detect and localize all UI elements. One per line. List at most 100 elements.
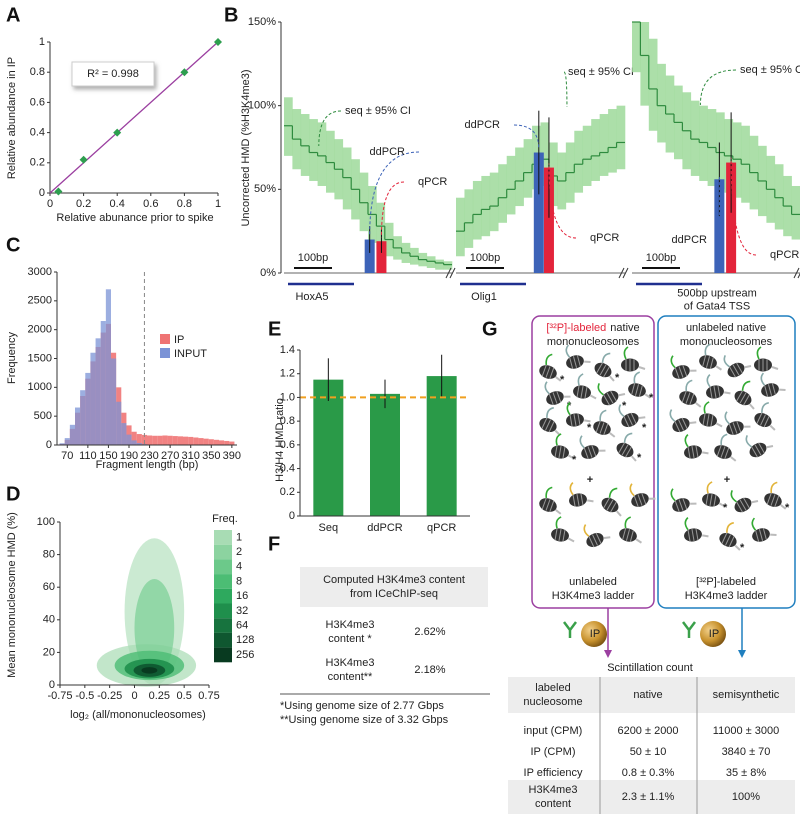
connector <box>548 163 577 239</box>
dna-end <box>555 509 562 515</box>
histone-tail <box>599 409 607 422</box>
dna-wrap <box>592 534 598 546</box>
semisynthetic-box <box>657 315 796 609</box>
colorbar-label: 256 <box>236 649 254 661</box>
dna-wrap <box>549 367 555 380</box>
antibody <box>563 621 577 638</box>
label-star: * <box>587 422 592 434</box>
dna-wrap <box>549 500 555 513</box>
colorbar-label: 1 <box>236 531 242 543</box>
ci-band <box>515 147 524 207</box>
ci-band <box>632 22 641 73</box>
bar <box>370 393 400 516</box>
ci-band <box>472 180 482 240</box>
bead <box>581 621 607 647</box>
histone-tail <box>618 404 625 417</box>
y-tick-label: 0.6 <box>280 439 295 451</box>
nucleosome <box>706 374 731 399</box>
nucleosome <box>670 355 697 380</box>
fit-line <box>49 41 219 194</box>
bead <box>700 621 726 647</box>
hist-bar <box>85 372 91 445</box>
colorbar-title: Freq. <box>212 513 238 525</box>
dna-end <box>649 497 656 500</box>
x-tick-label: 390 <box>223 450 241 462</box>
ci-band <box>443 261 453 270</box>
x-tick-label: 0.75 <box>198 690 219 702</box>
histone-tail <box>684 434 689 448</box>
ci-band <box>774 164 784 230</box>
dna-wrap <box>545 419 551 431</box>
hist-bar <box>219 440 225 445</box>
table-title: from ICeChIP-seq <box>350 588 438 600</box>
annotation-box <box>71 61 155 87</box>
x-tick-label: 0.4 <box>110 198 125 210</box>
plus: + <box>587 474 593 486</box>
colorbar-label: 8 <box>236 575 242 587</box>
dna-wrap <box>705 493 709 506</box>
x-tick-label: 70 <box>61 450 73 462</box>
x-tick-label: 0.2 <box>76 198 91 210</box>
label-star: * <box>642 422 647 434</box>
box-title-labeled: [³²P]-labeled <box>546 322 606 334</box>
ci-band <box>699 105 708 181</box>
y-tick-label: 2000 <box>28 324 52 336</box>
ci-band <box>498 164 507 223</box>
x-tick-label: -0.5 <box>75 690 94 702</box>
dna-end <box>724 391 731 395</box>
label-star: * <box>615 372 620 384</box>
dna-wrap <box>625 446 632 458</box>
seq-label: seq ± 95% CI <box>740 64 800 76</box>
dna-end <box>590 394 597 400</box>
nucleosome <box>760 372 786 397</box>
table-row-bg <box>508 780 795 814</box>
table-cell: 11000 ± 3000 <box>713 725 779 737</box>
dna-wrap <box>545 499 551 511</box>
y-tick-label: 0 <box>46 439 52 451</box>
histone-tail <box>704 343 712 356</box>
histone-tail <box>623 432 633 443</box>
dna-wrap <box>562 446 566 459</box>
dna-end <box>690 369 697 372</box>
table-header: labeled <box>535 682 570 694</box>
dna-end <box>564 395 571 398</box>
ci-band <box>342 147 352 210</box>
x-tick-label: 0.25 <box>149 690 170 702</box>
dna-end <box>779 388 786 391</box>
dna-wrap <box>729 366 736 378</box>
hist-bar <box>208 439 214 445</box>
legend-label: INPUT <box>174 348 207 360</box>
ci-band <box>489 172 499 232</box>
dna-wrap <box>739 392 747 404</box>
histone-tail <box>565 344 571 358</box>
x-tick-label: 0 <box>47 198 53 210</box>
bead-label: IP <box>709 628 719 640</box>
histone-tail <box>579 435 585 449</box>
dna-end <box>603 536 611 540</box>
x-tick-label: ddPCR <box>367 522 403 534</box>
bar-label: ddPCR <box>465 119 501 131</box>
dna-wrap <box>774 495 780 508</box>
dna-wrap <box>580 493 584 506</box>
gene-label: of Gata4 TSS <box>684 300 750 312</box>
nucleosome <box>569 482 594 507</box>
dna-end <box>744 364 752 369</box>
y-tick-label: 1 <box>39 36 45 48</box>
nucleosome: * <box>539 353 565 386</box>
dna-wrap <box>771 383 776 395</box>
footnote: *Using genome size of 2.77 Gbps <box>280 700 444 712</box>
nucleosome <box>583 524 611 548</box>
nucleosome <box>734 380 755 410</box>
antibody <box>682 621 696 638</box>
histone-tail <box>741 380 751 391</box>
label-star: * <box>567 400 572 412</box>
histone-tail <box>544 381 550 395</box>
dna-end <box>587 499 594 503</box>
dna-wrap <box>770 494 776 506</box>
table-cell: 2.3 ± 1.1% <box>622 791 675 803</box>
dna-wrap <box>758 529 764 541</box>
table-cell: H3K4me3 <box>529 784 578 796</box>
ci-band <box>608 109 617 173</box>
hist-bar <box>121 423 127 445</box>
dna-end <box>609 375 615 382</box>
